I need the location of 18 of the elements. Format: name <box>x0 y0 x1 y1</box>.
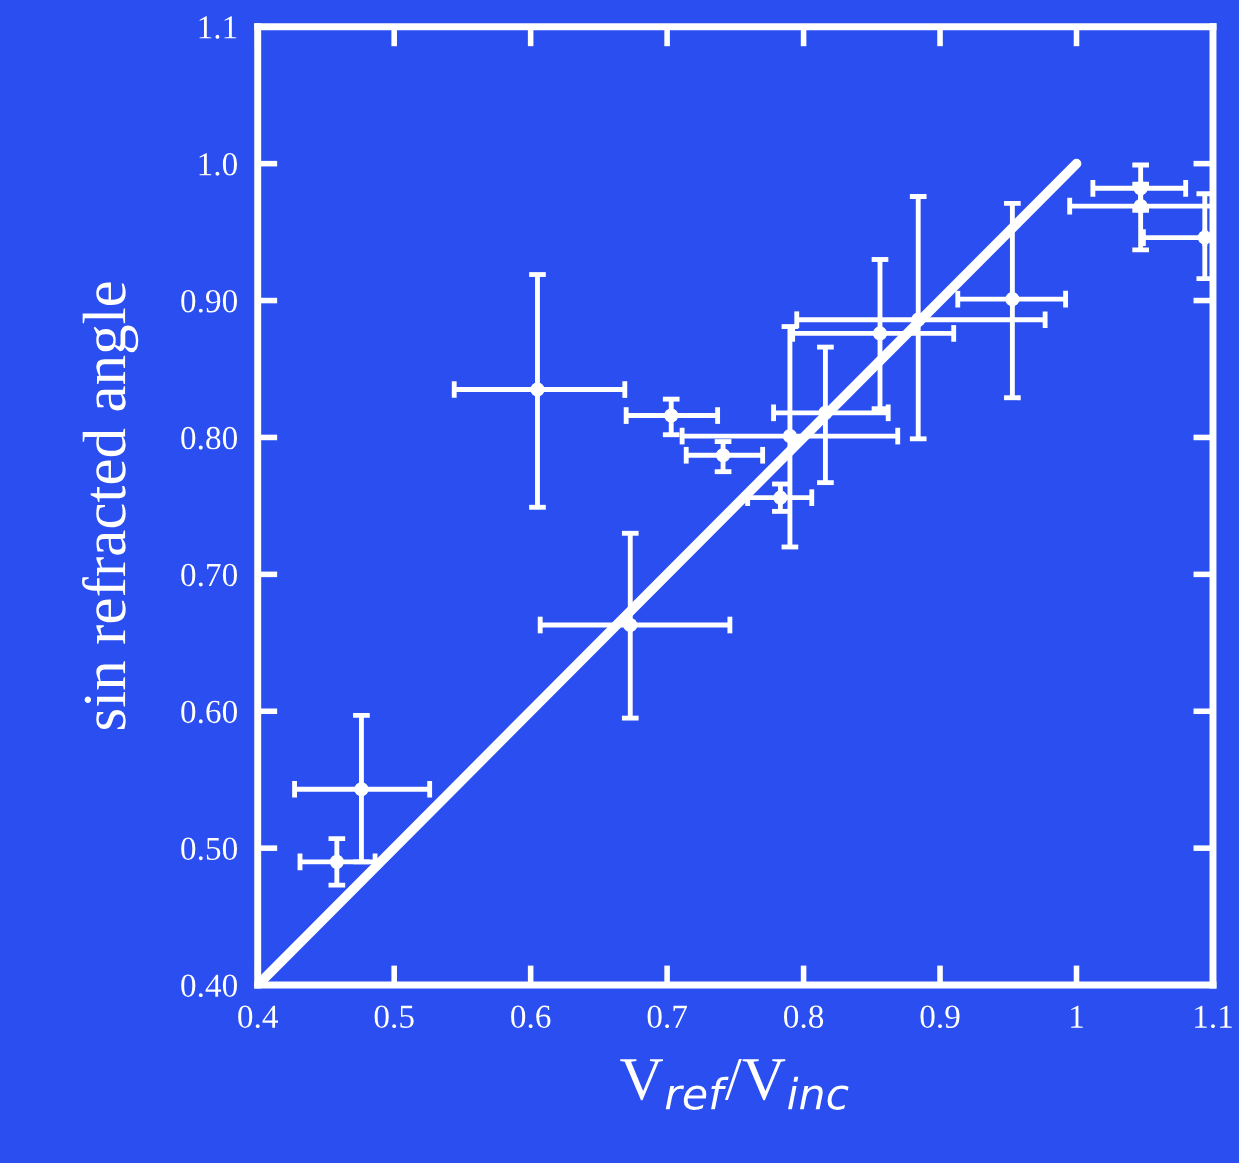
y-tick-label: 0.90 <box>181 289 237 313</box>
y-tick-label: 1.0 <box>199 153 237 176</box>
y-tick-label: 0.60 <box>181 700 237 724</box>
x-tick-label: 0.5 <box>374 1005 414 1029</box>
y-tick-label: 0.80 <box>181 426 237 450</box>
x-tick-label: 0.9 <box>920 1005 960 1029</box>
x-tick-label: 0.8 <box>784 1005 824 1029</box>
y-tick-label: 0.40 <box>181 974 237 998</box>
y-tick-label: 0.50 <box>181 837 237 861</box>
x-tick-label: 0.7 <box>647 1005 687 1029</box>
y-axis-title: sin refracted angle <box>82 282 139 730</box>
x-tick-label: 0.6 <box>511 1005 551 1029</box>
x-tick-label: 1.1 <box>1195 1005 1232 1029</box>
y-tick-label: 0.70 <box>181 563 237 587</box>
x-axis-title: V$_{ref}$/V$_{inc}$ <box>620 1059 849 1110</box>
x-tick-label: 0.4 <box>238 1005 279 1029</box>
y-tick-label: 1.1 <box>199 16 237 39</box>
x-tick-label: 1 <box>1071 1005 1083 1028</box>
